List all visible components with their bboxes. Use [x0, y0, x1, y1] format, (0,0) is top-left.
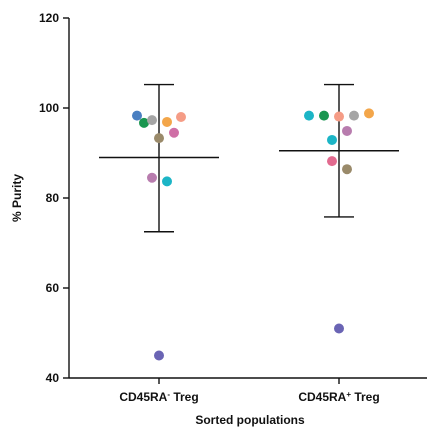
data-point [364, 108, 374, 119]
data-point [162, 116, 172, 127]
data-point [349, 110, 359, 121]
data-point [304, 110, 314, 121]
data-point [139, 117, 149, 128]
data-layer [99, 83, 399, 361]
data-point [147, 172, 157, 183]
data-point [154, 350, 164, 361]
data-point [319, 110, 329, 121]
x-axis: CD45RA- Treg CD45RA+ Treg [69, 377, 427, 405]
y-tick-label: 80 [46, 191, 60, 205]
data-point [176, 112, 186, 122]
y-tick-label: 60 [46, 281, 60, 295]
y-axis-title: % Purity [10, 174, 24, 222]
y-tick-label: 40 [46, 371, 60, 385]
data-point [342, 164, 352, 175]
data-point [342, 125, 352, 136]
y-axis: 40 60 80 100 120 [39, 11, 70, 385]
data-point [147, 115, 157, 126]
y-ticks: 40 60 80 100 120 [39, 11, 69, 385]
x-tick-label: CD45RA- Treg [119, 390, 198, 405]
y-tick-label: 100 [39, 101, 59, 115]
data-point [154, 133, 164, 144]
data-point [327, 134, 337, 145]
x-tick-label: CD45RA+ Treg [298, 390, 379, 405]
x-axis-title: Sorted populations [195, 413, 305, 427]
data-point [132, 110, 142, 121]
x-ticks: CD45RA- Treg CD45RA+ Treg [119, 378, 380, 405]
data-point [334, 323, 344, 334]
data-point [169, 127, 179, 138]
data-point [327, 156, 337, 167]
y-tick-label: 120 [39, 11, 59, 25]
data-point [162, 176, 172, 187]
data-point [334, 111, 344, 122]
